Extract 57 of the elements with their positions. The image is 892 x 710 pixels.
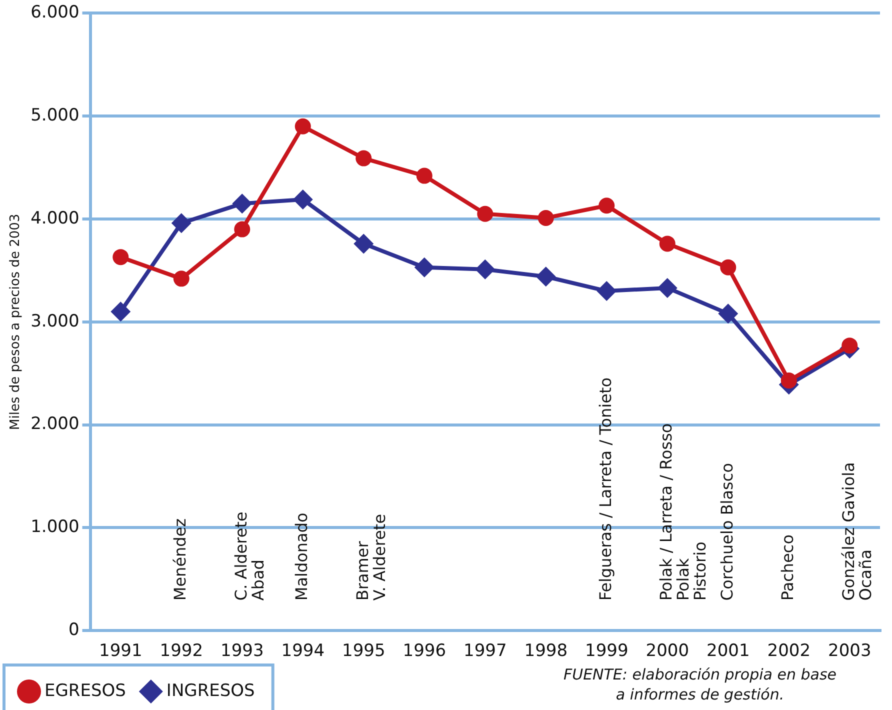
point (596, 281, 617, 302)
annotation: Polak / Larreta / Rosso Polak Pistorio (656, 423, 710, 601)
x-tick-label: 1994 (281, 641, 325, 662)
annotation: Felgueras / Larreta / Tonieto (596, 377, 615, 601)
annotation: Corchuelo Blasco (717, 463, 736, 601)
point (354, 234, 374, 254)
x-tick-label: 1993 (220, 641, 264, 662)
x-tick-label: 1996 (402, 641, 446, 662)
point (292, 189, 313, 210)
x-tick-label: 2002 (767, 641, 811, 662)
x-tick-label: 1995 (342, 641, 386, 662)
y-tick-label: 3.000 (30, 311, 80, 332)
y-tick-label: 5.000 (30, 106, 80, 126)
legend-label: INGRESOS (166, 680, 255, 701)
x-tick-label: 1997 (464, 641, 507, 662)
annotation: Pacheco (778, 534, 798, 601)
y-tick-label: 6.000 (30, 2, 80, 23)
y-axis-title: Miles de pesos a precios de 2003 (8, 214, 24, 430)
x-tick-label: 1998 (524, 641, 568, 662)
point (110, 302, 131, 322)
point (356, 150, 372, 166)
legend-label: EGRESOS (44, 680, 126, 701)
point (112, 249, 129, 266)
point (659, 236, 676, 252)
x-tick-label: 1999 (585, 641, 628, 662)
point (416, 168, 432, 184)
point (475, 259, 496, 280)
x-tick-label: 1991 (99, 641, 142, 662)
x-tick-label: 2000 (646, 641, 690, 662)
y-tick-label: 1.000 (30, 517, 80, 538)
x-tick-label: 2001 (706, 641, 750, 662)
y-tick-label: 4.000 (30, 208, 80, 228)
point (232, 194, 252, 214)
annotation: C. Alderete Abad (231, 512, 268, 601)
point (538, 210, 554, 226)
point (171, 213, 192, 234)
y-tick-label: 0 (68, 620, 80, 640)
point (657, 278, 678, 298)
point (477, 206, 494, 222)
x-tick-label: 2003 (828, 641, 872, 662)
point (720, 259, 736, 276)
point (718, 304, 738, 324)
x-tick-label: 1992 (160, 641, 204, 662)
point (842, 338, 858, 354)
point (234, 221, 250, 238)
point (598, 198, 615, 214)
y-tick-label: 2.000 (30, 414, 80, 434)
point (780, 372, 797, 389)
annotation: Menéndez (170, 518, 190, 601)
source-note: FUENTE: elaboración propia en base a informes de gestión. (563, 665, 837, 704)
annotation: Bramer V. Alderete (352, 514, 389, 601)
annotation: González Gaviola Ocaña (838, 462, 875, 601)
point (414, 257, 434, 278)
annotation: Maldonado (292, 512, 312, 601)
point (173, 270, 190, 287)
point (294, 118, 311, 134)
point (536, 266, 556, 287)
